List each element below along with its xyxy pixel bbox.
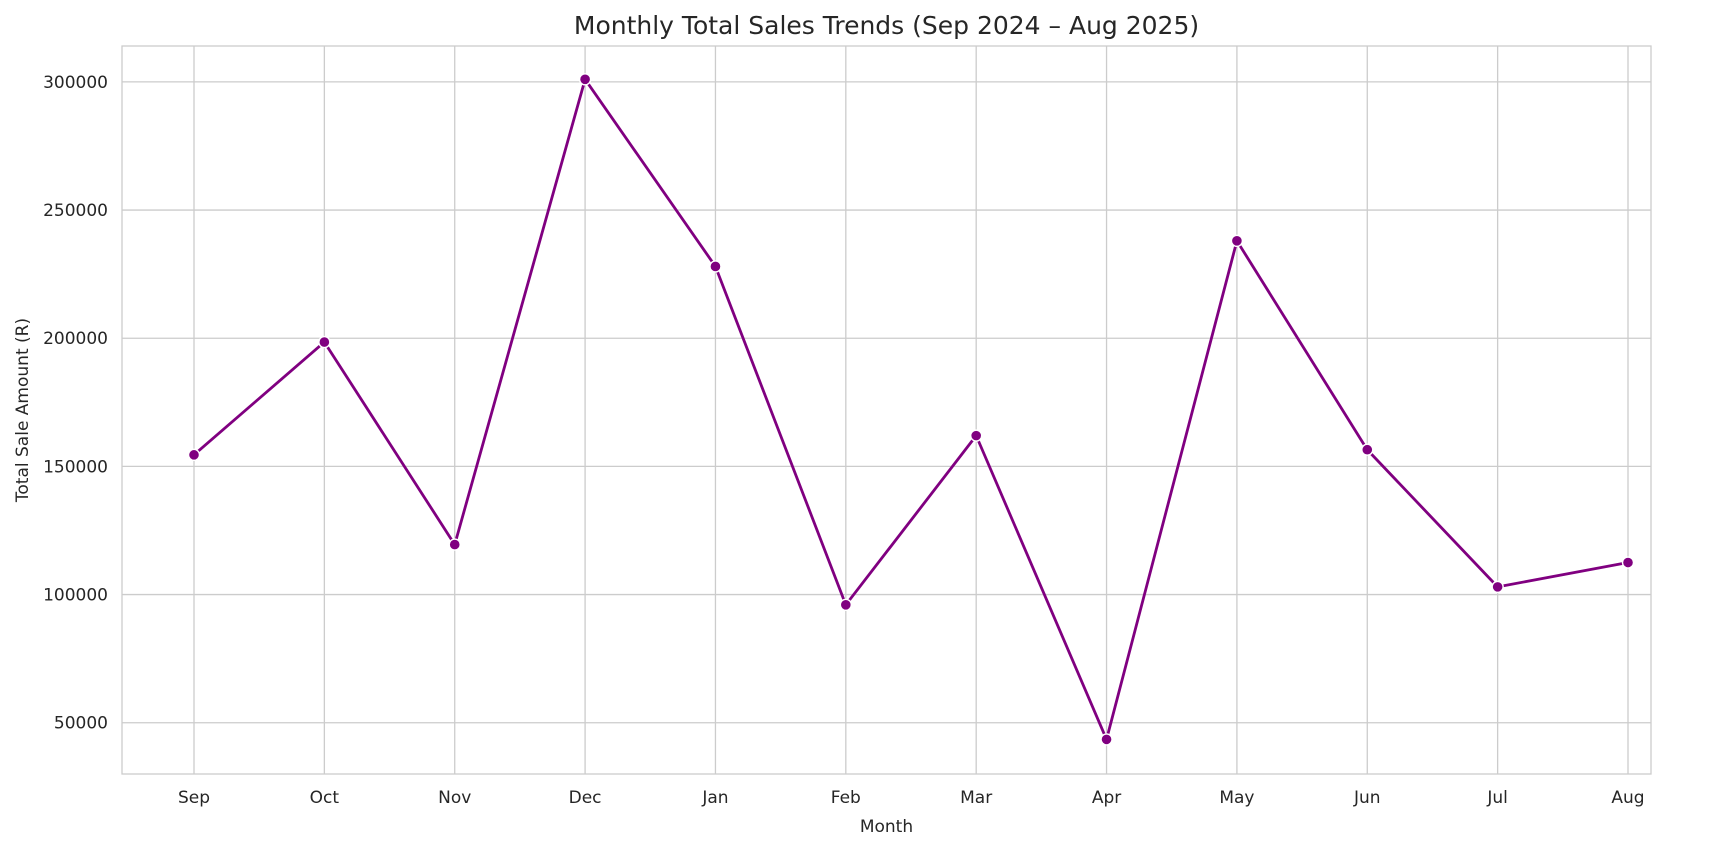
y-axis-label: Total Sale Amount (R) (13, 318, 33, 503)
x-axis-ticks: Sep Oct Nov Dec Jan Feb Mar Apr May Jun Jul Aug (178, 788, 1645, 808)
data-point (187, 448, 201, 462)
series-layer (187, 73, 1635, 746)
data-point (1491, 580, 1504, 594)
y-tick-label: 150000 (43, 457, 108, 477)
y-tick-label: 50000 (54, 714, 108, 734)
x-tick-label: Oct (310, 788, 340, 808)
x-tick-label: Mar (960, 788, 992, 808)
y-axis-ticks: 50000 100000 150000 200000 250000 300000 (43, 73, 108, 734)
series-line (192, 77, 1630, 741)
data-point (969, 429, 983, 442)
y-tick-label: 200000 (43, 329, 108, 349)
x-tick-label: May (1219, 788, 1254, 808)
data-point (709, 260, 722, 273)
data-point (318, 335, 331, 349)
chart-title: Monthly Total Sales Trends (Sep 2024 – A… (574, 11, 1199, 40)
y-tick-label: 100000 (43, 586, 108, 606)
x-tick-label: Jan (701, 788, 728, 808)
x-axis-label: Month (860, 817, 913, 837)
data-point (578, 73, 592, 86)
data-point (839, 598, 853, 612)
x-tick-label: Feb (831, 788, 861, 808)
x-tick-label: Jun (1353, 788, 1381, 808)
data-point (1230, 234, 1244, 248)
data-point (1621, 556, 1635, 569)
data-point (1100, 733, 1113, 746)
y-tick-label: 300000 (43, 73, 108, 93)
x-tick-label: Aug (1611, 788, 1644, 808)
plot-frame (121, 45, 1652, 775)
data-point (1361, 443, 1374, 456)
x-tick-label: Apr (1092, 788, 1121, 808)
data-point (448, 538, 461, 551)
y-tick-label: 250000 (43, 201, 108, 221)
x-tick-label: Nov (438, 788, 471, 808)
x-tick-label: Jul (1486, 788, 1508, 808)
x-tick-label: Sep (178, 788, 210, 808)
grid-layer (122, 46, 1651, 774)
x-tick-label: Dec (569, 788, 602, 808)
